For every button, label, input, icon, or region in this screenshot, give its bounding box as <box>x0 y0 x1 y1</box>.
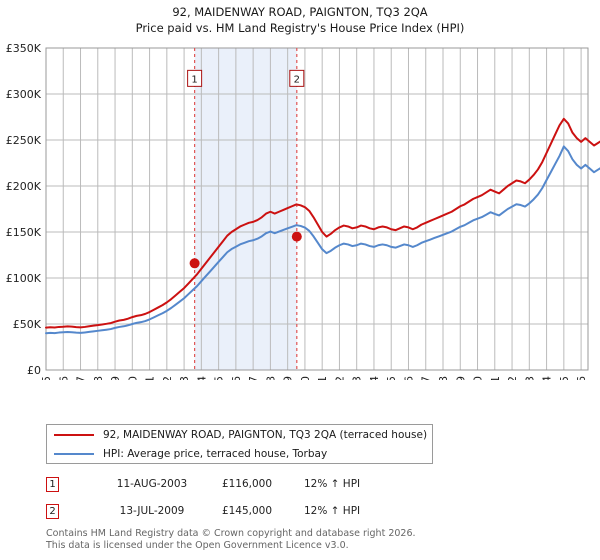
x-axis-tick-label: 2012 <box>333 376 346 380</box>
x-axis-tick-label: 2002 <box>161 376 174 380</box>
x-axis-tick-label: 2009 <box>282 376 295 380</box>
x-axis-tick-label: 2026 <box>575 376 588 380</box>
chart-plot-area: £0 £50K £100K £150K £200K £250K £300K £350K 1995… <box>0 40 600 380</box>
x-axis-tick-label: 2019 <box>454 376 467 380</box>
sale-annotation-label: 2 <box>294 74 300 85</box>
hpi-line-chart: £0 £50K £100K £150K £200K £250K £300K £350K 1995… <box>6 42 600 380</box>
title-line-primary: 92, MAIDENWAY ROAD, PAIGNTON, TQ3 2QA <box>172 5 428 19</box>
x-axis-tick-label: 2024 <box>541 376 554 380</box>
x-axis-tick-label: 2025 <box>558 376 571 380</box>
x-axis-tick-label: 2006 <box>230 376 243 380</box>
sale-date-1: 11-AUG-2003 <box>116 478 188 490</box>
y-axis-tick-label: £150K <box>6 226 42 239</box>
footer-line-2: This data is licensed under the Open Gov… <box>46 539 349 551</box>
series-line-hpi <box>45 145 600 335</box>
legend-item-property: 92, MAIDENWAY ROAD, PAIGNTON, TQ3 2QA (t… <box>47 425 432 444</box>
chart-legend: 92, MAIDENWAY ROAD, PAIGNTON, TQ3 2QA (t… <box>46 424 433 464</box>
legend-swatch-property <box>54 433 94 436</box>
sale-record-row: 1 11-AUG-2003 £116,000 12% ↑ HPI <box>46 476 360 492</box>
x-axis-tick-label: 2018 <box>437 376 450 380</box>
x-axis-tick-label: 2020 <box>472 376 485 380</box>
footer-line-1: Contains HM Land Registry data © Crown c… <box>46 528 416 539</box>
x-axis-tick-label: 2001 <box>144 376 157 380</box>
x-axis-tick-label: 2014 <box>368 376 381 380</box>
x-axis-tick-label: 2017 <box>420 376 433 380</box>
legend-label-property: 92, MAIDENWAY ROAD, PAIGNTON, TQ3 2QA (t… <box>103 428 428 441</box>
sale-record-row: 2 13-JUL-2009 £145,000 12% ↑ HPI <box>46 503 360 519</box>
sale-point-marker <box>291 231 302 242</box>
x-axis-tick-label: 2016 <box>402 376 415 380</box>
sale-point-marker <box>189 258 200 269</box>
sale-marker-badge-2: 2 <box>46 503 59 519</box>
x-axis-tick-label: 2011 <box>316 376 329 380</box>
y-axis-tick-label: £100K <box>6 272 42 285</box>
series-line-property <box>45 117 600 329</box>
title-line-secondary: Price paid vs. HM Land Registry's House … <box>135 21 465 35</box>
ownership-period-band <box>194 48 297 370</box>
x-axis-tick-label: 2003 <box>178 376 191 380</box>
y-axis-tick-label: £0 <box>27 364 41 377</box>
x-axis-tick-label: 2021 <box>489 376 502 380</box>
y-axis-tick-label: £300K <box>6 88 42 101</box>
x-axis-tick-label: 1995 <box>40 376 53 380</box>
x-axis-tick-label: 1999 <box>109 376 122 380</box>
sale-annotation-box <box>187 69 203 87</box>
y-axis-tick-label: £200K <box>6 180 42 193</box>
y-axis-tick-label: £250K <box>6 134 42 147</box>
x-axis-tick-label: 2000 <box>126 376 139 380</box>
x-axis-tick-label: 2023 <box>523 376 536 380</box>
page-title: 92, MAIDENWAY ROAD, PAIGNTON, TQ3 2QA Pr… <box>0 4 600 36</box>
sale-marker-badge-1: 1 <box>46 476 59 492</box>
x-axis-tick-label: 1998 <box>92 376 105 380</box>
sale-price-1: £116,000 <box>221 478 273 490</box>
x-axis-tick-label: 2008 <box>264 376 277 380</box>
x-axis-tick-label: 2015 <box>385 376 398 380</box>
y-axis-tick-label: £350K <box>6 42 42 55</box>
x-axis-tick-label: 2010 <box>299 376 312 380</box>
sale-annotation-box <box>289 69 305 87</box>
x-axis-tick-label: 2005 <box>213 376 226 380</box>
sale-date-2: 13-JUL-2009 <box>119 505 185 517</box>
x-axis-tick-label: 1996 <box>57 376 70 380</box>
y-axis-tick-label: £50K <box>13 318 42 331</box>
x-axis-tick-label: 2004 <box>195 376 208 380</box>
sale-hpi-delta-1: 12% ↑ HPI <box>304 478 361 490</box>
sale-annotation-label: 1 <box>191 74 197 85</box>
legend-label-hpi: HPI: Average price, terraced house, Torb… <box>103 447 328 460</box>
copyright-footer: Contains HM Land Registry data © Crown c… <box>46 528 586 551</box>
plot-frame <box>45 47 589 371</box>
sale-price-2: £145,000 <box>221 505 273 517</box>
legend-swatch-hpi <box>54 452 94 455</box>
x-axis-tick-label: 2007 <box>247 376 260 380</box>
legend-item-hpi: HPI: Average price, terraced house, Torb… <box>47 444 432 463</box>
x-axis-tick-label: 2022 <box>506 376 519 380</box>
sale-hpi-delta-2: 12% ↑ HPI <box>304 505 361 517</box>
x-axis-tick-label: 1997 <box>75 376 88 380</box>
x-axis-tick-label: 2013 <box>351 376 364 380</box>
